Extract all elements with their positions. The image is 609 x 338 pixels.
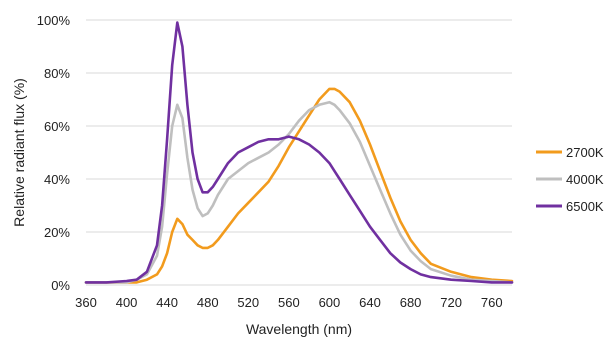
y-tick-label: 20% — [44, 225, 70, 240]
legend-item-2700K: 2700K — [536, 145, 604, 160]
legend-item-6500K: 6500K — [536, 199, 604, 214]
x-tick-label: 440 — [156, 295, 178, 310]
x-tick-label: 600 — [319, 295, 341, 310]
y-tick-label: 0% — [51, 278, 70, 293]
legend-label: 4000K — [566, 172, 604, 187]
x-tick-label: 760 — [481, 295, 503, 310]
x-axis-ticks: 360 400 440 480 520 560 600 640 680 720 760 — [75, 295, 502, 310]
x-tick-label: 680 — [400, 295, 422, 310]
legend: 2700K 4000K 6500K — [536, 145, 604, 214]
legend-label: 6500K — [566, 199, 604, 214]
y-tick-label: 100% — [37, 13, 71, 28]
x-tick-label: 640 — [359, 295, 381, 310]
y-tick-label: 60% — [44, 119, 70, 134]
x-tick-label: 720 — [440, 295, 462, 310]
series-line-6500K — [84, 21, 514, 284]
series-line-2700K — [84, 87, 514, 284]
gridlines — [86, 19, 512, 286]
y-tick-label: 40% — [44, 172, 70, 187]
y-axis-ticks: 0% 20% 40% 60% 80% 100% — [37, 13, 71, 293]
x-tick-label: 400 — [116, 295, 138, 310]
x-tick-label: 360 — [75, 295, 97, 310]
series-line-4000K — [84, 100, 514, 284]
y-tick-label: 80% — [44, 66, 70, 81]
x-tick-label: 520 — [237, 295, 259, 310]
series-lines — [84, 21, 514, 284]
x-tick-label: 560 — [278, 295, 300, 310]
legend-label: 2700K — [566, 145, 604, 160]
x-axis-title: Wavelength (nm) — [246, 321, 352, 337]
y-axis-title: Relative radiant flux (%) — [11, 78, 27, 227]
legend-item-4000K: 4000K — [536, 172, 604, 187]
x-tick-label: 480 — [197, 295, 219, 310]
